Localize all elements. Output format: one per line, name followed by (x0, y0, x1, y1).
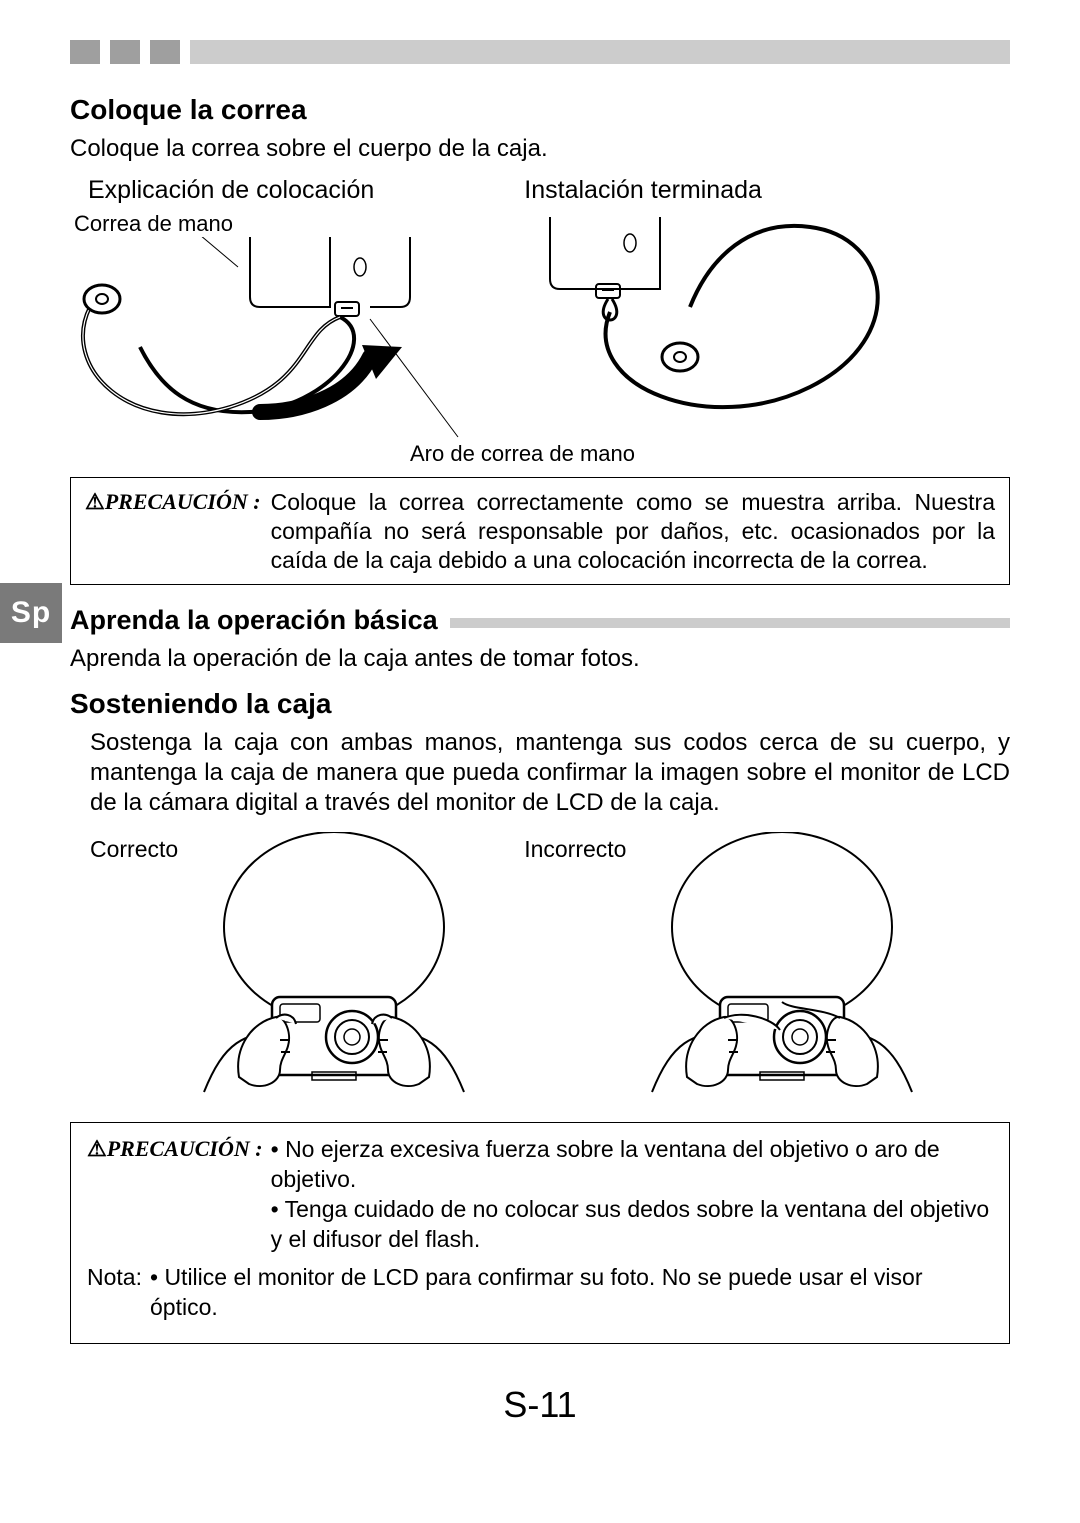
caution-bullet-1: No ejerza excesiva fuerza sobre la venta… (271, 1135, 993, 1195)
subtitle-explanation: Explicación de colocación (88, 176, 374, 205)
section-intro-basic: Aprenda la operación de la caja antes de… (70, 644, 1010, 674)
label-incorrect: Incorrecto (524, 836, 626, 863)
section-title-basic: Aprenda la operación básica (70, 605, 438, 636)
section-body-holding: Sostenga la caja con ambas manos, manten… (90, 728, 1010, 818)
page-number: S-11 (70, 1384, 1010, 1426)
diagram-holding-correct (184, 832, 484, 1102)
label-correct: Correcto (90, 836, 178, 863)
caution-note-box: ⚠PRECAUCIÓN : No ejerza excesiva fuerza … (70, 1122, 1010, 1343)
section-intro-strap: Coloque la correa sobre el cuerpo de la … (70, 134, 1010, 164)
decorative-rule (450, 618, 1010, 628)
subtitle-installed: Instalación terminada (524, 176, 762, 205)
diagram-holding-incorrect (632, 832, 932, 1102)
label-hand-strap: Correa de mano (74, 211, 510, 237)
decorative-top-bar (70, 40, 1010, 64)
caution-bullet-2: Tenga cuidado de no colocar sus dedos so… (271, 1195, 993, 1255)
nota-bullet-1: Utilice el monitor de LCD para confirmar… (150, 1263, 993, 1323)
diagram-strap-threading (70, 237, 510, 447)
section-title-holding: Sosteniendo la caja (70, 688, 1010, 720)
section-title-strap: Coloque la correa (70, 94, 1010, 126)
nota-label: Nota: (87, 1263, 142, 1323)
caution-box-strap: ⚠PRECAUCIÓN : Coloque la correa correcta… (70, 477, 1010, 585)
diagram-strap-installed (540, 217, 920, 447)
